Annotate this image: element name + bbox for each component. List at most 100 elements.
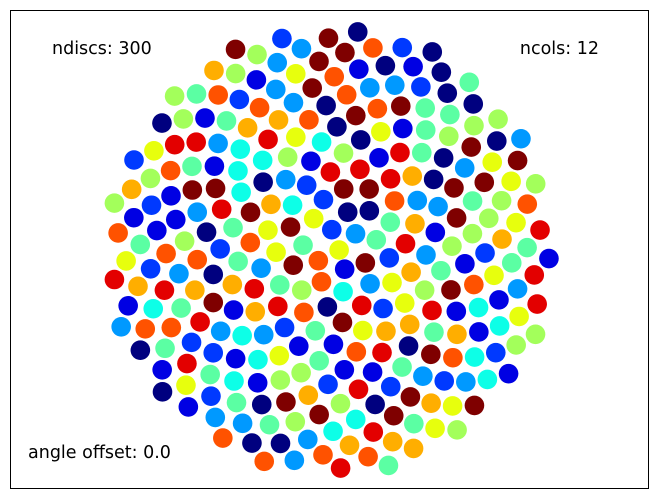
disc <box>196 222 217 242</box>
disc <box>182 156 202 177</box>
disc <box>333 281 353 302</box>
disc <box>230 139 251 159</box>
disc <box>272 28 292 49</box>
disc <box>318 374 338 395</box>
disc <box>116 251 136 271</box>
disc <box>384 191 405 211</box>
disc <box>140 168 161 189</box>
disc <box>468 297 489 318</box>
disc <box>237 118 258 138</box>
disc <box>507 279 528 299</box>
disc <box>152 382 173 402</box>
disc <box>415 120 436 140</box>
disc <box>395 233 416 254</box>
disc <box>283 92 304 113</box>
disc <box>225 63 246 84</box>
disc <box>350 159 370 180</box>
disc <box>367 98 388 119</box>
disc <box>258 129 278 150</box>
disc <box>330 393 351 414</box>
disc <box>464 395 485 416</box>
disc <box>186 84 207 104</box>
disc <box>156 243 176 264</box>
disc <box>394 293 415 313</box>
disc <box>208 133 228 154</box>
disc <box>337 202 358 222</box>
disc <box>411 142 432 163</box>
disc <box>434 371 455 391</box>
disc <box>253 324 274 345</box>
disc <box>401 262 421 283</box>
disc <box>160 160 181 181</box>
disc <box>349 59 369 79</box>
disc <box>317 297 338 317</box>
disc <box>270 433 291 454</box>
disc <box>360 78 380 98</box>
disc <box>187 202 208 223</box>
disc <box>379 248 400 268</box>
disc <box>351 295 372 316</box>
disc <box>459 72 480 93</box>
disc <box>345 223 366 244</box>
disc <box>486 131 507 151</box>
disc <box>362 362 383 382</box>
disc <box>130 340 151 361</box>
disc <box>275 169 296 190</box>
disc <box>414 280 435 300</box>
disc <box>232 325 252 346</box>
disc <box>171 298 191 318</box>
disc <box>283 255 304 275</box>
disc <box>270 370 291 390</box>
disc <box>240 202 261 223</box>
disc <box>421 393 441 414</box>
disc <box>253 172 273 192</box>
disc <box>360 273 380 294</box>
disc <box>439 126 459 147</box>
disc <box>291 38 312 59</box>
disc <box>327 117 347 137</box>
disc <box>329 240 349 260</box>
disc <box>321 219 342 240</box>
disc <box>301 151 321 172</box>
disc <box>422 42 443 62</box>
disc <box>484 265 504 286</box>
disc <box>299 110 319 130</box>
disc <box>461 137 482 157</box>
disc <box>369 148 389 168</box>
disc <box>130 234 151 255</box>
disc <box>177 353 197 374</box>
disc <box>378 455 399 476</box>
ndiscs-label: ndiscs: 300 <box>52 39 152 59</box>
disc <box>405 214 425 234</box>
disc <box>336 84 357 105</box>
disc <box>223 300 244 320</box>
disc <box>455 254 475 274</box>
disc <box>440 104 460 125</box>
disc <box>373 298 393 319</box>
disc <box>339 435 360 456</box>
disc <box>240 232 261 253</box>
disc <box>359 179 379 199</box>
disc <box>462 191 483 211</box>
disc <box>174 231 195 251</box>
disc <box>284 450 305 471</box>
disc <box>195 108 215 128</box>
disc <box>308 250 329 271</box>
disc <box>185 280 205 301</box>
disc <box>346 105 366 126</box>
disc <box>400 387 421 407</box>
disc <box>492 229 512 249</box>
disc <box>261 194 281 215</box>
disc <box>359 201 380 221</box>
disc <box>371 121 391 142</box>
disc <box>353 320 373 341</box>
disc <box>297 429 318 450</box>
disc <box>313 189 334 210</box>
disc <box>144 140 164 161</box>
disc <box>265 79 286 100</box>
disc <box>305 320 326 341</box>
disc <box>399 314 420 335</box>
disc <box>372 342 392 363</box>
disc <box>475 243 495 263</box>
disc <box>324 66 345 87</box>
